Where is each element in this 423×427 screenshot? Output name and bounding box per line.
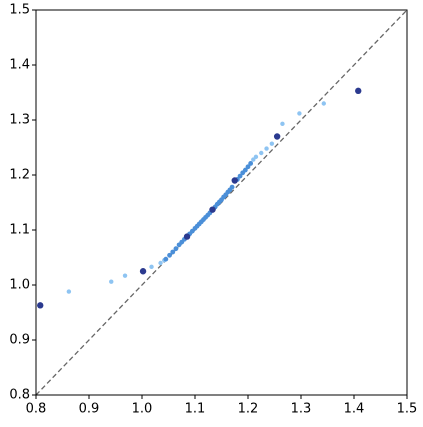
x-tick-label: 1.1: [185, 402, 206, 417]
point: [109, 279, 114, 284]
point: [264, 146, 269, 151]
y-tick-label: 1.5: [9, 3, 30, 18]
point: [321, 101, 326, 106]
point: [170, 249, 176, 255]
point: [229, 184, 235, 190]
x-tick-label: 1.3: [291, 402, 312, 417]
plot-frame: [35, 9, 408, 396]
y-tick-label: 0.9: [9, 333, 30, 348]
x-tick-label: 1.4: [344, 402, 365, 417]
point: [167, 252, 172, 258]
point: [273, 133, 281, 140]
point: [253, 154, 259, 160]
x-tick-label: 0.8: [26, 402, 47, 417]
y-tick-label: 1.4: [9, 58, 30, 73]
y-tick-label: 0.8: [9, 388, 30, 403]
point: [355, 87, 362, 95]
y-tick-label: 1.2: [9, 168, 30, 183]
point: [173, 246, 179, 252]
point: [245, 164, 251, 170]
point: [237, 173, 243, 179]
point: [37, 302, 44, 309]
point: [66, 289, 72, 294]
point: [139, 268, 147, 275]
point: [183, 233, 191, 240]
point: [209, 206, 216, 213]
x-tick-label: 0.9: [79, 402, 100, 417]
point: [149, 264, 154, 270]
point: [242, 167, 248, 173]
point: [163, 256, 169, 262]
x-tick-label: 1.5: [397, 402, 418, 417]
y-tick-label: 1.1: [9, 223, 30, 238]
point: [269, 141, 275, 146]
point: [231, 177, 238, 184]
point: [122, 273, 128, 278]
point: [158, 260, 163, 266]
point: [280, 121, 285, 127]
point: [259, 150, 264, 156]
x-tick-label: 1.0: [132, 402, 153, 417]
y-tick-label: 1.0: [9, 278, 30, 293]
point: [251, 157, 256, 162]
x-tick-label: 1.2: [238, 402, 259, 417]
point: [297, 111, 302, 116]
point: [248, 161, 254, 166]
y-tick-label: 1.3: [9, 113, 30, 128]
